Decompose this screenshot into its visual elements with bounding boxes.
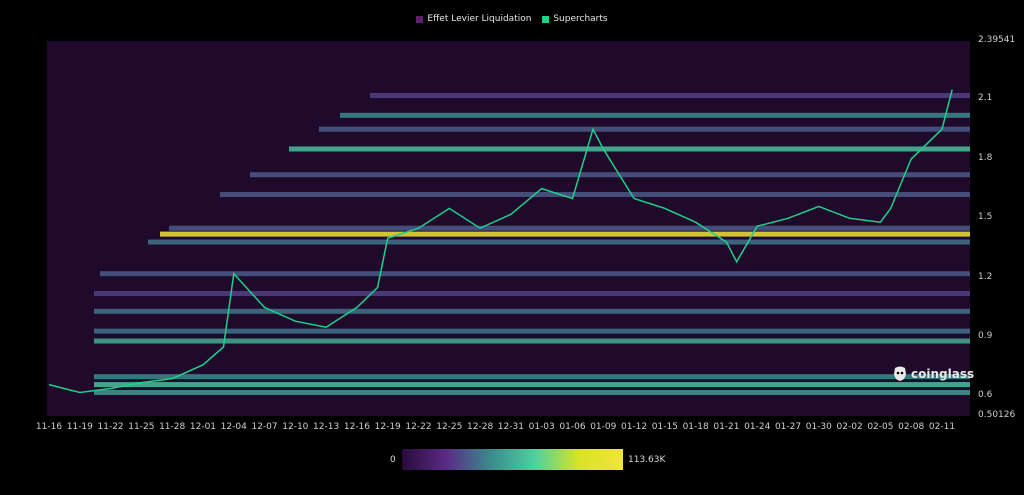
x-tick-label: 12-19 bbox=[374, 422, 401, 432]
color-scale: 0 113.63K bbox=[0, 449, 1024, 473]
x-tick-label: 12-13 bbox=[313, 422, 340, 432]
x-tick-label: 01-12 bbox=[620, 422, 648, 432]
x-tick-label: 01-18 bbox=[682, 422, 709, 432]
color-scale-min: 0 bbox=[390, 455, 396, 465]
y-tick-label: 0.9 bbox=[978, 331, 993, 342]
liquidation-band bbox=[94, 308, 970, 314]
x-tick-label: 01-24 bbox=[744, 422, 771, 432]
x-tick-label: 02-05 bbox=[867, 422, 894, 432]
x-tick-label: 01-27 bbox=[774, 422, 802, 432]
x-tick-label: 12-01 bbox=[189, 422, 217, 432]
x-tick-label: 12-04 bbox=[220, 422, 247, 432]
x-tick-label: 01-15 bbox=[651, 422, 678, 432]
price-line bbox=[48, 89, 953, 394]
legend-item-liquidation[interactable]: Effet Levier Liquidation bbox=[416, 14, 531, 24]
x-tick-label: 01-09 bbox=[590, 422, 617, 432]
x-tick-label: 11-28 bbox=[159, 422, 186, 432]
x-tick-label: 01-30 bbox=[805, 422, 832, 432]
x-tick-label: 01-03 bbox=[528, 422, 555, 432]
x-tick-label: 02-02 bbox=[836, 422, 863, 432]
x-tick-label: 12-10 bbox=[282, 422, 309, 432]
liquidation-band bbox=[94, 338, 970, 344]
legend-label-supercharts: Supercharts bbox=[553, 14, 608, 24]
x-tick-label: 12-16 bbox=[343, 422, 370, 432]
x-tick-label: 11-19 bbox=[66, 422, 93, 432]
watermark-text: coinglass bbox=[911, 367, 975, 381]
liquidation-band bbox=[94, 328, 970, 334]
y-tick-label: 1.2 bbox=[978, 271, 993, 282]
liquidation-band bbox=[250, 172, 970, 178]
y-tick-label: 0.50126 bbox=[978, 410, 1016, 420]
x-tick-label: 11-25 bbox=[128, 422, 155, 432]
x-tick-label: 12-22 bbox=[405, 422, 432, 432]
liquidation-band bbox=[94, 382, 970, 388]
liquidation-band bbox=[160, 231, 970, 237]
x-tick-label: 12-25 bbox=[436, 422, 463, 432]
y-tick-label: 2.1 bbox=[978, 93, 993, 104]
liquidation-band bbox=[220, 192, 970, 198]
liquidation-band bbox=[319, 126, 970, 132]
liquidation-band bbox=[340, 112, 970, 118]
x-tick-label: 02-11 bbox=[928, 422, 956, 432]
y-tick-label: 2.39541 bbox=[978, 35, 1016, 45]
coinglass-watermark: coinglass bbox=[893, 366, 974, 382]
x-tick-label: 12-07 bbox=[251, 422, 278, 432]
x-tick-label: 01-21 bbox=[713, 422, 740, 432]
y-tick-label: 1.8 bbox=[978, 152, 993, 163]
liquidation-band bbox=[94, 374, 970, 380]
x-tick-label: 11-16 bbox=[35, 422, 63, 432]
chart-legend: Effet Levier Liquidation Supercharts bbox=[0, 14, 1024, 26]
x-tick-label: 12-31 bbox=[497, 422, 524, 432]
color-scale-max: 113.63K bbox=[628, 455, 666, 465]
x-tick-label: 12-28 bbox=[467, 422, 494, 432]
liquidation-band bbox=[370, 93, 970, 99]
liquidation-band bbox=[94, 291, 970, 297]
legend-label-liquidation: Effet Levier Liquidation bbox=[427, 14, 532, 24]
x-tick-label: 11-22 bbox=[97, 422, 124, 432]
liquidation-band bbox=[289, 146, 970, 152]
x-tick-label: 01-06 bbox=[559, 422, 586, 432]
y-tick-label: 0.6 bbox=[978, 390, 993, 401]
legend-item-supercharts[interactable]: Supercharts bbox=[542, 14, 608, 24]
liquidation-band bbox=[94, 389, 970, 395]
color-scale-bar bbox=[402, 449, 623, 470]
x-tick-label: 02-08 bbox=[898, 422, 925, 432]
liquidation-band bbox=[148, 239, 970, 245]
liquidation-band bbox=[100, 271, 970, 277]
legend-swatch-supercharts bbox=[542, 15, 550, 23]
coinglass-logo-icon bbox=[894, 366, 906, 381]
legend-swatch-liquidation bbox=[416, 15, 424, 23]
y-tick-label: 1.5 bbox=[978, 212, 993, 223]
liquidation-band bbox=[169, 225, 970, 231]
